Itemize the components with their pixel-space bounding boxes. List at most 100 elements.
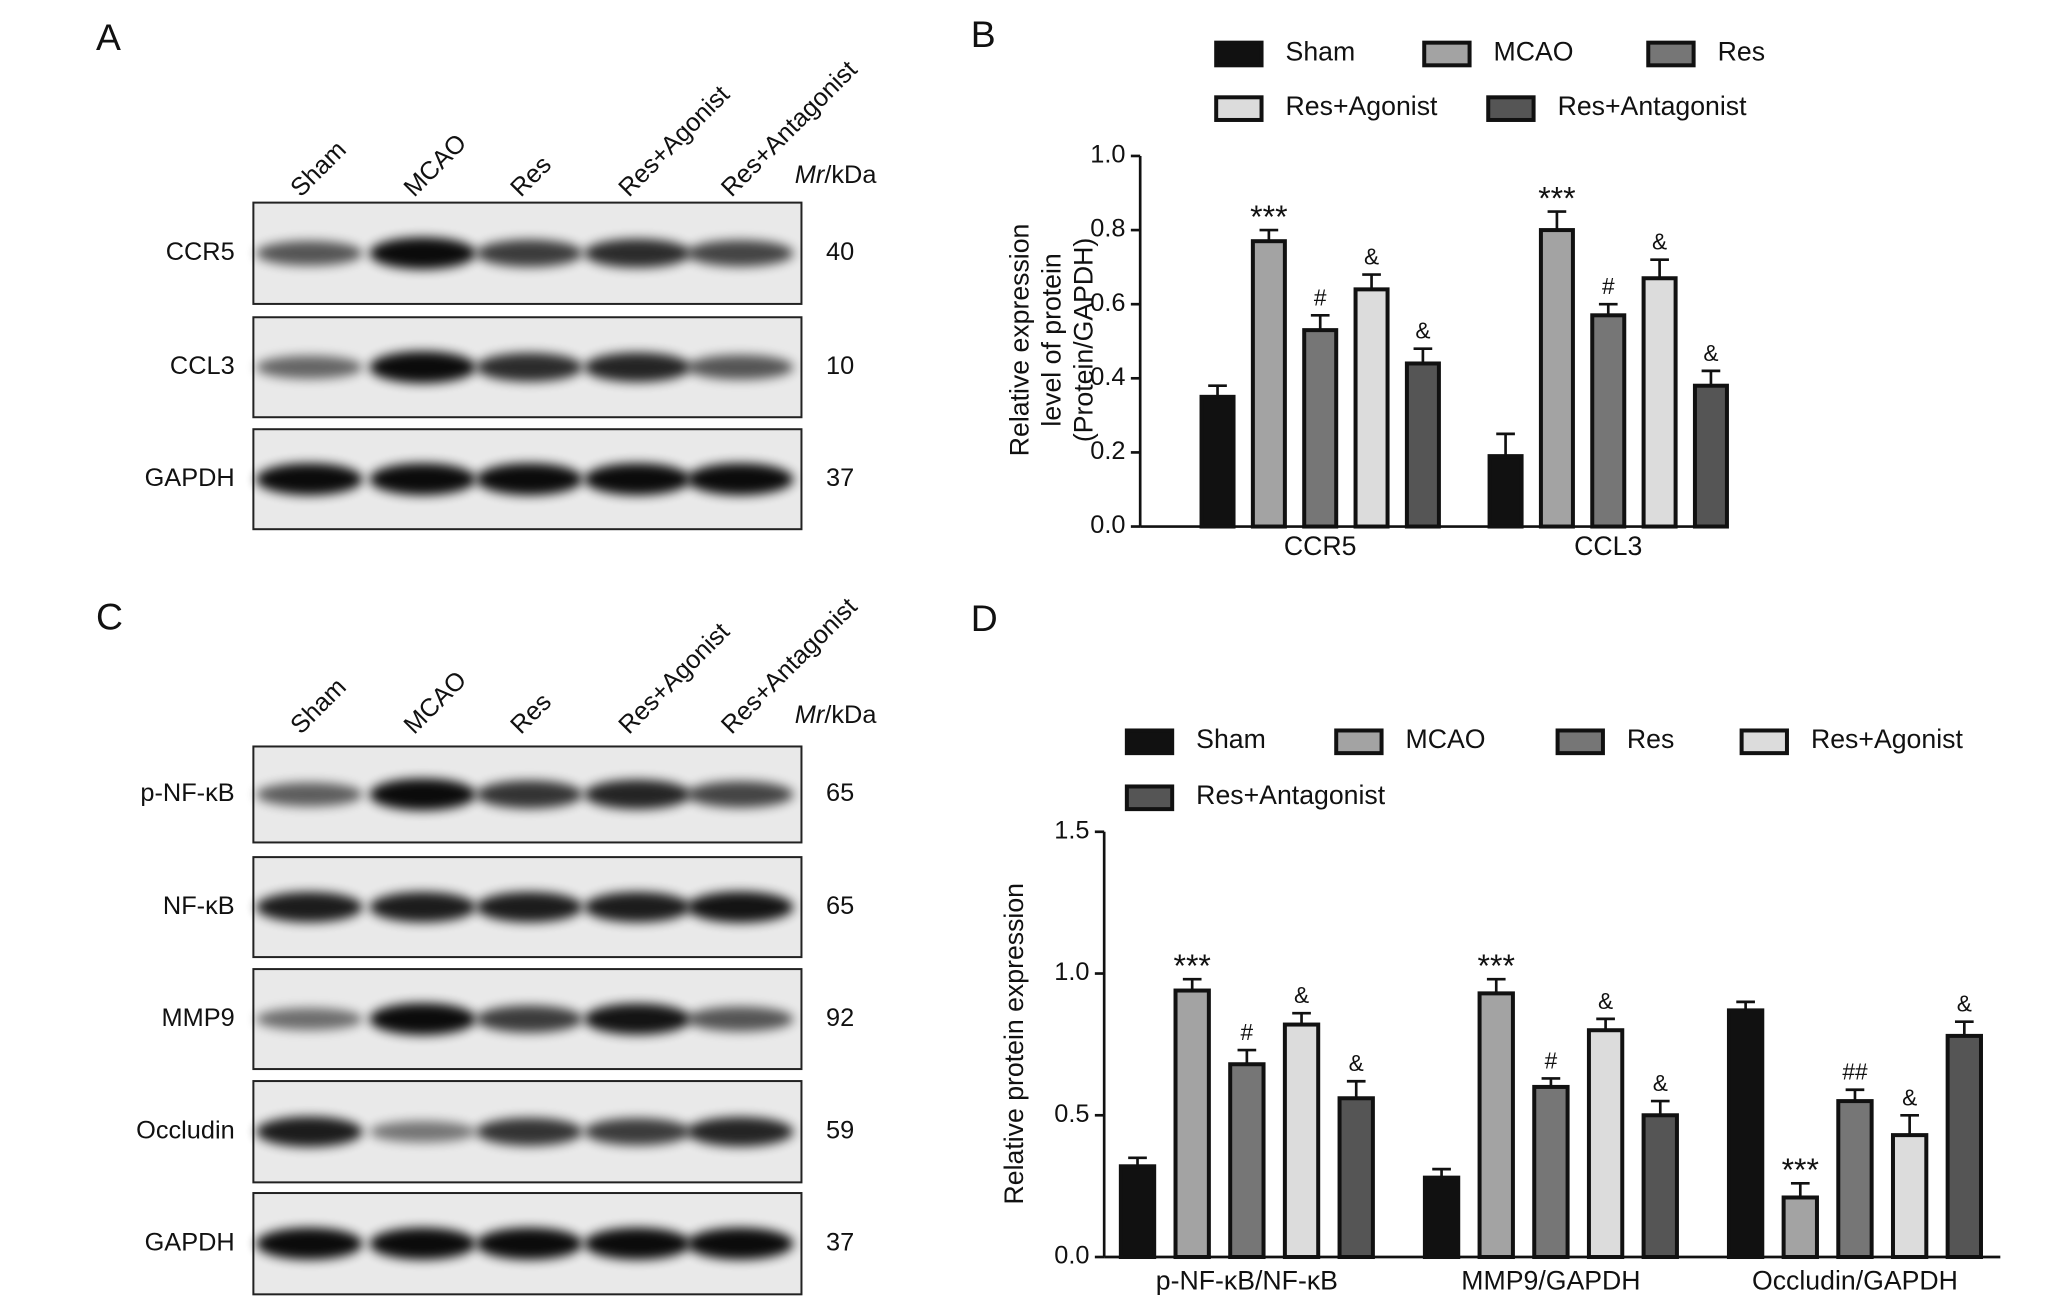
y-axis-label: Relative expression <box>1005 224 1035 457</box>
significance-label: & <box>1294 982 1309 1008</box>
error-bar <box>1208 384 1227 397</box>
blot-band <box>369 1227 477 1260</box>
bar <box>1590 313 1627 529</box>
significance-label: ## <box>1842 1059 1868 1085</box>
blot-band <box>584 891 691 923</box>
lane-label: MCAO <box>399 666 473 740</box>
lane-label: Sham <box>285 673 352 740</box>
blot-band <box>369 1003 477 1036</box>
blot-band <box>476 780 583 809</box>
blot-band <box>686 354 794 380</box>
protein-label: MMP9 <box>162 1004 235 1032</box>
mr-value: 59 <box>826 1116 854 1144</box>
protein-label: GAPDH <box>145 1228 235 1256</box>
y-tick-label: 1.0 <box>1090 141 1125 169</box>
bar <box>1118 1164 1157 1260</box>
error-bar <box>1128 1156 1147 1167</box>
mr-value: 37 <box>826 464 854 492</box>
error-bar <box>1496 432 1515 457</box>
error-bar <box>1736 1000 1755 1011</box>
significance-label: & <box>1653 1070 1668 1096</box>
legend-swatch <box>1124 728 1175 756</box>
blot-band <box>584 1003 691 1035</box>
legend-label: Sham <box>1196 724 1266 754</box>
significance-label: # <box>1241 1019 1254 1045</box>
mr-header: Mr/kDa <box>795 701 878 729</box>
x-tick-label: CCR5 <box>1284 531 1357 561</box>
y-axis-label: level of protein <box>1037 253 1067 426</box>
blot-band <box>476 352 583 382</box>
significance-label: & <box>1349 1050 1364 1076</box>
y-tick-label: 1.5 <box>1054 816 1089 844</box>
significance-label: & <box>1957 991 1972 1017</box>
significance-label: # <box>1314 284 1327 310</box>
blot-band <box>686 240 794 267</box>
x-tick-label: Occludin/GAPDH <box>1752 1265 1958 1295</box>
bar <box>1836 1099 1874 1260</box>
blot-band <box>369 1120 477 1143</box>
bar <box>1228 1062 1266 1260</box>
blot-band <box>686 891 794 923</box>
bar <box>1532 1084 1570 1260</box>
mr-italic: Mr <box>795 701 826 729</box>
blot-band <box>476 1117 583 1146</box>
blot-band <box>256 463 363 496</box>
blot-band <box>476 1227 583 1260</box>
error-bar <box>1237 1048 1257 1065</box>
error-bar <box>1650 1099 1670 1116</box>
significance-label: & <box>1703 340 1718 366</box>
legend-swatch <box>1124 784 1175 812</box>
error-bar <box>1954 1020 1974 1036</box>
bar <box>1487 454 1524 529</box>
lane-label: Res <box>505 151 557 203</box>
protein-label: p-NF-κB <box>140 779 234 807</box>
bar <box>1586 1028 1625 1260</box>
mr-value: 40 <box>826 238 854 266</box>
bar <box>1404 361 1441 529</box>
significance-label: & <box>1902 1084 1917 1110</box>
bar <box>1726 1008 1765 1260</box>
error-bar <box>1547 210 1567 231</box>
legend-swatch <box>1555 728 1605 756</box>
bar <box>1282 1022 1321 1260</box>
mr-header: Mr/kDa <box>795 161 878 189</box>
error-bar <box>1598 302 1618 316</box>
significance-label: & <box>1364 244 1379 270</box>
bar <box>1641 1113 1679 1260</box>
y-tick-label: 1.0 <box>1054 958 1089 986</box>
bar <box>1422 1175 1461 1260</box>
lane-label: Sham <box>285 136 352 203</box>
error-bar <box>1790 1181 1810 1198</box>
panel-letter: C <box>96 596 123 638</box>
significance-label: *** <box>1538 180 1575 216</box>
bar <box>1477 991 1515 1260</box>
blot-band <box>686 1116 794 1147</box>
lane-label: Res <box>505 688 557 740</box>
blot-band <box>584 1118 691 1146</box>
blot-band <box>686 1006 794 1032</box>
significance-label: # <box>1602 273 1615 299</box>
legend-label: Res+Agonist <box>1286 91 1439 121</box>
legend-label: Res+Antagonist <box>1196 780 1386 810</box>
x-tick-label: p-NF-κB/NF-κB <box>1156 1265 1338 1295</box>
blot-band <box>369 351 477 384</box>
protein-label: NF-κB <box>163 892 235 920</box>
error-bar <box>1845 1088 1865 1102</box>
y-tick-label: 0.4 <box>1090 363 1125 391</box>
bar <box>1641 276 1678 529</box>
y-tick-label: 0.6 <box>1090 289 1125 317</box>
blot-band <box>369 237 477 270</box>
bar <box>1781 1195 1819 1260</box>
protein-label: Occludin <box>136 1116 235 1144</box>
blot-band <box>369 891 477 923</box>
protein-label: CCR5 <box>166 238 235 266</box>
error-bar <box>1486 977 1506 994</box>
blot-band <box>256 891 363 923</box>
blot-band <box>369 778 477 811</box>
error-bar <box>1182 977 1202 991</box>
y-tick-label: 0.2 <box>1090 437 1125 465</box>
error-bar <box>1432 1167 1451 1178</box>
mr-value: 10 <box>826 352 854 380</box>
blot-band <box>686 463 794 496</box>
